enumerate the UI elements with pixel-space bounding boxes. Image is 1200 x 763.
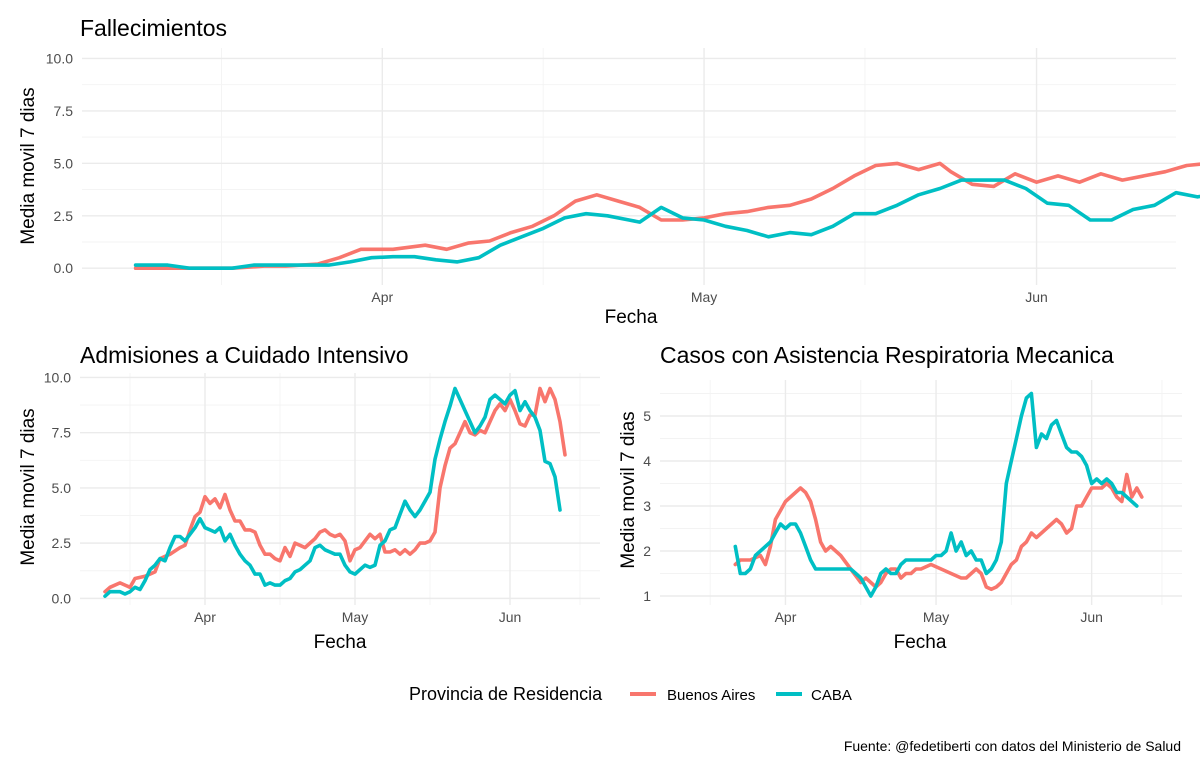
y-tick-label: 10.0 — [44, 369, 71, 385]
x-axis-title: Fecha — [314, 632, 367, 653]
panel-admisiones-axes: 0.0 2.5 5.0 7.5 10.0 Apr May Jun — [44, 369, 522, 625]
y-tick-label: 5 — [643, 408, 651, 424]
y-tick-label: 2.5 — [52, 535, 72, 551]
series-line-caba — [733, 391, 1139, 598]
x-axis-title: Fecha — [605, 307, 658, 328]
panel-fallecimientos-grid — [82, 48, 1176, 285]
x-tick-label: May — [691, 289, 717, 305]
series-line-buenos-aires — [133, 161, 1200, 271]
x-tick-label: May — [923, 609, 949, 625]
y-tick-label: 2.5 — [54, 208, 74, 224]
x-tick-label: Jun — [1080, 609, 1103, 625]
chart-title-casos-arm: Casos con Asistencia Respiratoria Mecani… — [660, 342, 1114, 368]
panel-fallecimientos-axes: 0.0 2.5 5.0 7.5 10.0 Apr May Jun — [46, 50, 1048, 305]
x-tick-label: Jun — [499, 609, 522, 625]
series-line-caba — [133, 178, 1200, 271]
series-line-buenos-aires — [103, 386, 567, 594]
legend-label-buenos-aires: Buenos Aires — [667, 687, 755, 704]
y-tick-label: 2 — [643, 543, 651, 559]
panel-admisiones-plot — [103, 386, 567, 599]
legend-label-caba: CABA — [811, 687, 852, 704]
legend-title: Provincia de Residencia — [409, 684, 603, 704]
y-tick-label: 0.0 — [52, 590, 72, 606]
y-tick-label: 7.5 — [52, 425, 72, 441]
y-axis-title: Media movil 7 dias — [18, 87, 39, 244]
chart-title-admisiones: Admisiones a Cuidado Intensivo — [80, 342, 409, 368]
y-tick-label: 7.5 — [54, 103, 74, 119]
x-tick-label: Apr — [775, 609, 797, 625]
panel-fallecimientos-plot — [133, 161, 1200, 271]
y-tick-label: 10.0 — [46, 50, 73, 66]
y-tick-label: 5.0 — [54, 155, 74, 171]
chart-title-fallecimientos: Fallecimientos — [80, 15, 227, 41]
x-tick-label: Jun — [1025, 289, 1048, 305]
y-tick-label: 3 — [643, 498, 651, 514]
y-tick-label: 1 — [643, 588, 651, 604]
series-line-caba — [103, 386, 562, 599]
y-axis-title: Media movil 7 dias — [18, 408, 39, 565]
panel-casos-arm-plot — [733, 391, 1144, 598]
x-tick-label: Apr — [194, 609, 216, 625]
y-axis-title: Media movil 7 dias — [618, 411, 639, 568]
y-tick-label: 4 — [643, 453, 651, 469]
series-line-buenos-aires — [733, 472, 1144, 592]
panel-casos-arm-axes: 1 2 3 4 5 Apr May Jun — [643, 408, 1103, 625]
legend: Provincia de Residencia Buenos Aires CAB… — [409, 684, 852, 704]
x-tick-label: May — [342, 609, 368, 625]
x-axis-title: Fecha — [894, 632, 947, 653]
x-tick-label: Apr — [371, 289, 393, 305]
y-tick-label: 5.0 — [52, 480, 72, 496]
source-caption: Fuente: @fedetiberti con datos del Minis… — [844, 738, 1181, 754]
y-tick-label: 0.0 — [54, 260, 74, 276]
